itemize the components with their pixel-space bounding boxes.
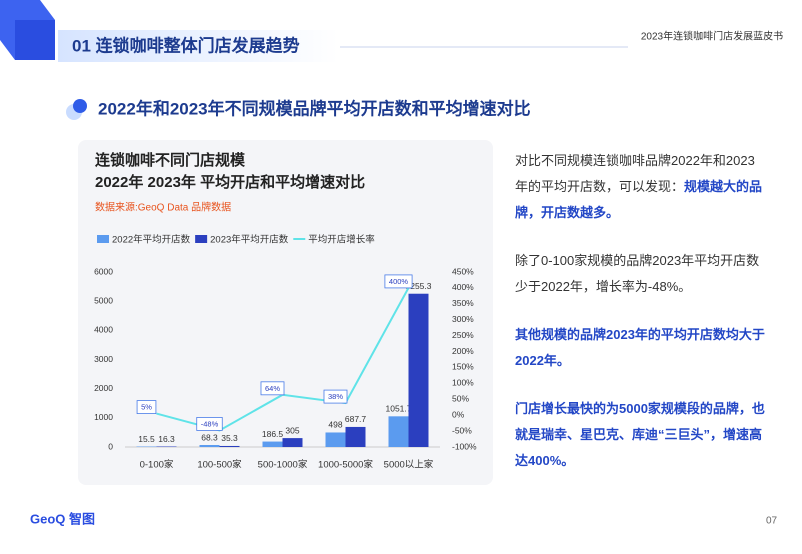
bar-value-label: 16.3 xyxy=(158,434,175,444)
y2-tick-label: -100% xyxy=(452,441,477,451)
paragraph: 其他规模的品牌2023年的平均开店数均大于2022年。 xyxy=(515,322,765,374)
y2-tick-label: 450% xyxy=(452,266,474,276)
y2-tick-label: 300% xyxy=(452,314,474,324)
y2-tick-label: 200% xyxy=(452,346,474,356)
y2-tick-label: 100% xyxy=(452,378,474,388)
y2-tick-label: 350% xyxy=(452,298,474,308)
y2-tick-label: 150% xyxy=(452,362,474,372)
chart-source: 数据来源:GeoQ Data 品牌数据 xyxy=(95,201,231,214)
growth-label-box xyxy=(323,389,348,404)
bar xyxy=(345,426,366,447)
bar-value-label: 498 xyxy=(328,420,342,430)
growth-label-box xyxy=(260,381,285,396)
y2-tick-label: 0% xyxy=(452,409,465,419)
growth-label-box xyxy=(196,417,223,431)
bar-value-label: 5255.3 xyxy=(406,281,432,291)
y2-tick-label: -50% xyxy=(452,425,472,435)
emphasis: 门店增长最快的为5000家规模段的品牌，也就是瑞幸、星巴克、库迪“三巨头”，增速… xyxy=(515,401,765,468)
text-run: 对比不同规模连锁咖啡品牌2022年和2023年的平均开店数，可以发现： xyxy=(515,153,755,194)
x-tick-label: 1000-5000家 xyxy=(318,459,373,471)
x-tick-label: 500-1000家 xyxy=(258,459,308,471)
y-tick-label: 3000 xyxy=(94,354,113,364)
bar-value-label: 68.3 xyxy=(201,432,218,442)
header-cube-face xyxy=(15,20,55,60)
section-icon xyxy=(73,99,87,113)
y-tick-label: 0 xyxy=(108,441,113,451)
growth-label: 64% xyxy=(265,384,280,393)
growth-label-box xyxy=(136,400,157,414)
body-text: 对比不同规模连锁咖啡品牌2022年和2023年的平均开店数，可以发现：规模越大的… xyxy=(515,148,765,496)
legend-label: 2023年平均开店数 xyxy=(210,234,289,246)
bar-value-label: 1051.7 xyxy=(386,404,412,414)
legend-label: 2022年平均开店数 xyxy=(112,234,191,246)
legend-label: 平均开店增长率 xyxy=(308,234,375,246)
x-tick-label: 5000以上家 xyxy=(384,459,434,471)
y-tick-label: 2000 xyxy=(94,383,113,393)
growth-label: 38% xyxy=(328,392,343,401)
bar-value-label: 35.3 xyxy=(221,433,238,443)
bar xyxy=(262,441,283,447)
bar-value-label: 687.7 xyxy=(345,414,367,424)
section-title: 2022年和2023年不同规模品牌平均开店数和平均增速对比 xyxy=(98,98,531,118)
bar-value-label: 15.5 xyxy=(138,434,155,444)
emphasis: 规模越大的品牌，开店数越多。 xyxy=(515,179,763,220)
page-number: 07 xyxy=(766,516,778,527)
bar-value-label: 305 xyxy=(285,425,299,435)
bar xyxy=(388,416,409,447)
bar xyxy=(282,438,303,447)
y-tick-label: 1000 xyxy=(94,412,113,422)
chart-title: 连锁咖啡不同门店规模 xyxy=(95,151,246,169)
chart-card xyxy=(78,140,493,485)
y-tick-label: 6000 xyxy=(94,266,113,276)
report-name: 2023年连锁咖啡门店发展蓝皮书 xyxy=(641,30,783,43)
y-tick-label: 4000 xyxy=(94,325,113,335)
y-tick-label: 5000 xyxy=(94,295,113,305)
header-band xyxy=(58,30,338,62)
bar xyxy=(199,445,220,447)
paragraph: 除了0-100家规模的品牌2023年平均开店数少于2022年，增长率为-48%。 xyxy=(515,248,765,300)
paragraph: 门店增长最快的为5000家规模段的品牌，也就是瑞幸、星巴克、库迪“三巨头”，增速… xyxy=(515,396,765,474)
bar xyxy=(325,432,346,447)
emphasis: 其他规模的品牌2023年的平均开店数均大于2022年。 xyxy=(515,327,765,368)
bar xyxy=(219,445,240,447)
growth-label-box xyxy=(384,274,413,289)
text-run: 除了0-100家规模的品牌2023年平均开店数少于2022年，增长率为-48%。 xyxy=(515,253,760,294)
chart-subtitle: 2022年 2023年 平均开店和平均增速对比 xyxy=(95,173,365,191)
header-title: 01 连锁咖啡整体门店发展趋势 xyxy=(72,35,300,55)
growth-label: 400% xyxy=(389,277,409,286)
legend-swatch xyxy=(97,235,109,243)
bar xyxy=(408,293,429,447)
y2-tick-label: 400% xyxy=(452,282,474,292)
bar-value-label: 186.5 xyxy=(262,429,284,439)
growth-label: -48% xyxy=(201,419,219,428)
x-tick-label: 0-100家 xyxy=(140,459,174,471)
footer-logo: GeoQ 智图 xyxy=(30,511,95,526)
y2-tick-label: 250% xyxy=(452,330,474,340)
legend-swatch xyxy=(195,235,208,243)
x-tick-label: 100-500家 xyxy=(197,459,242,471)
y2-tick-label: 50% xyxy=(452,394,469,404)
growth-label: 5% xyxy=(141,403,152,412)
paragraph: 对比不同规模连锁咖啡品牌2022年和2023年的平均开店数，可以发现：规模越大的… xyxy=(515,148,765,226)
